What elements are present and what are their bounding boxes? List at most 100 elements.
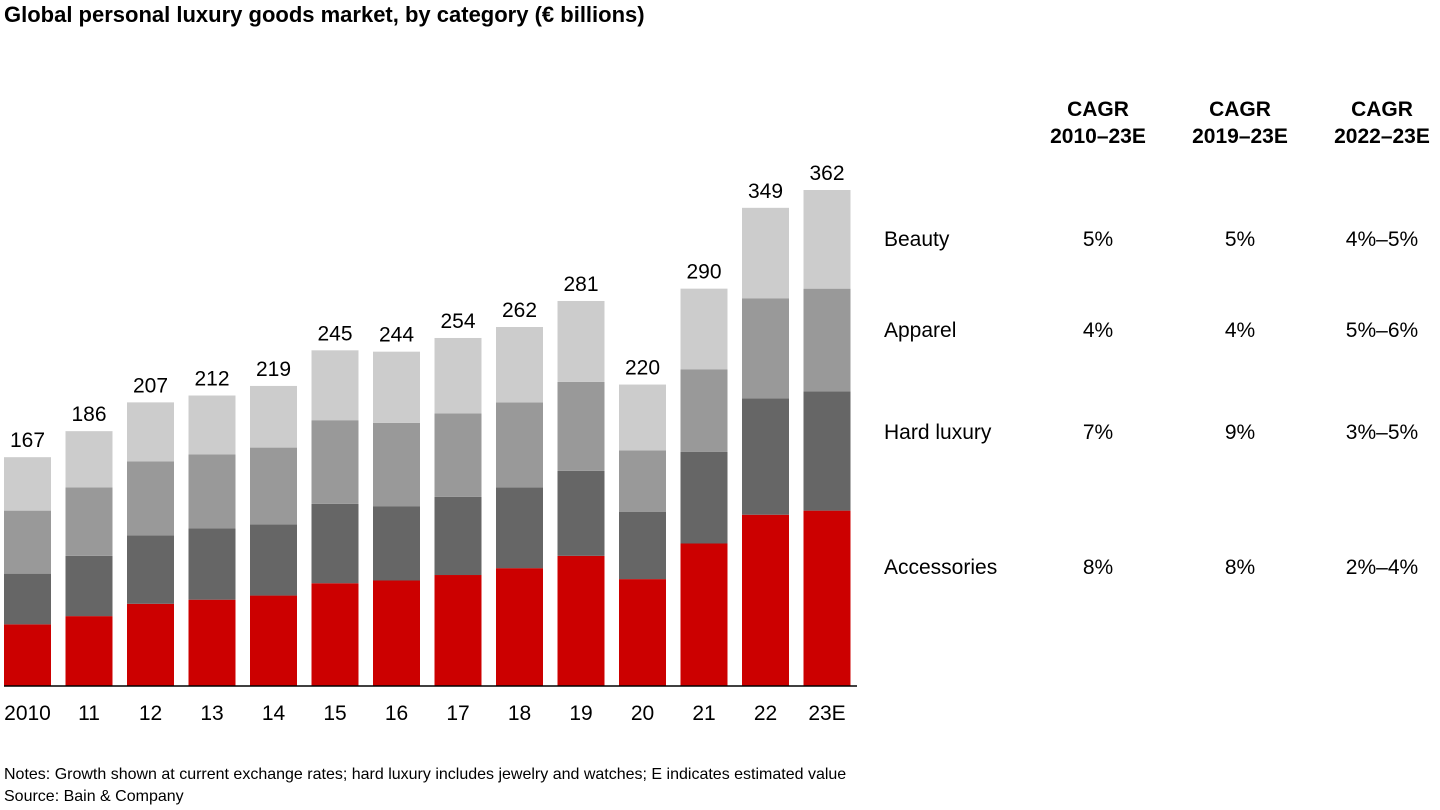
bar-total-label: 207 [133,374,168,397]
bar-segment-hard-luxury [4,573,51,625]
cagr-header-line2: 2010–23E [1050,125,1146,148]
bar-segment-hard-luxury [803,391,851,511]
bar-segment-apparel [496,402,543,488]
bar-segment-accessories [619,579,666,686]
bar-segment-apparel [311,420,359,504]
cagr-cell: 8% [1082,556,1114,579]
row-label-hard-luxury: Hard luxury [884,421,992,444]
bar-segment-hard-luxury [127,535,174,604]
bar-segment-apparel [557,381,605,471]
bar-segment-apparel [188,454,236,529]
bar-segment-hard-luxury [250,524,297,596]
bar-segment-accessories [434,575,482,686]
cagr-cell: 9% [1224,421,1256,444]
bar-segment-apparel [65,487,113,556]
bar-segment-accessories [742,514,789,686]
bar-segment-hard-luxury [373,506,420,581]
x-tick-label: 2010 [4,702,51,725]
bar-segment-apparel [434,413,482,497]
chart-title: Global personal luxury goods market, by … [4,2,645,27]
bar-segment-hard-luxury [680,451,728,544]
x-tick-label: 13 [200,702,223,725]
cagr-cell: 7% [1082,421,1114,444]
bar-segment-apparel [619,450,666,512]
cagr-header-2010-23e: CAGR 2010–23E [1028,96,1168,150]
cagr-header-line1: CAGR [1351,98,1413,121]
bar-segment-hard-luxury [188,528,236,600]
cagr-cell: 5% [1082,228,1114,251]
cagr-header-line2: 2019–23E [1192,125,1288,148]
bar-segment-accessories [373,580,420,686]
bar-segment-accessories [250,595,297,686]
cagr-header-line1: CAGR [1209,98,1271,121]
bar-segment-beauty [803,190,851,289]
x-tick-label: 21 [692,702,715,725]
bar-total-label: 244 [379,324,414,347]
bar-segment-beauty [680,288,728,370]
cagr-cell: 4% [1082,319,1114,342]
x-tick-label: 11 [78,702,100,725]
bar-segment-beauty [619,384,666,451]
bar-segment-beauty [127,402,174,462]
bar-segment-beauty [373,351,420,423]
cagr-cell: 4% [1224,319,1256,342]
bar-segment-beauty [742,207,789,299]
bar-segment-accessories [4,624,51,686]
bar-total-label: 349 [748,180,783,203]
bar-segment-apparel [250,447,297,525]
bar-segment-apparel [680,369,728,452]
bar-total-label: 212 [194,368,229,391]
cagr-cell: 3%–5% [1345,421,1419,444]
cagr-cell: 8% [1224,556,1256,579]
bars-group [4,190,851,686]
notes-line: Notes: Growth shown at current exchange … [4,766,847,783]
cagr-header-2019-23e: CAGR 2019–23E [1170,96,1310,150]
row-label-accessories: Accessories [884,556,998,579]
cagr-cell: 5% [1224,228,1256,251]
bar-segment-hard-luxury [496,487,543,569]
bar-total-label: 281 [563,273,598,296]
x-axis-labels: 2010 11 12 13 14 15 16 17 18 19 20 21 22 23E [4,702,846,725]
bar-total-label: 167 [10,429,45,452]
cagr-header-line2: 2022–23E [1334,125,1430,148]
bar-segment-accessories [803,510,851,686]
bar-segment-beauty [434,337,482,414]
cagr-cell: 2%–4% [1345,556,1419,579]
bar-segment-hard-luxury [619,511,666,580]
bar-segment-apparel [373,422,420,507]
cagr-cell: 4%–5% [1345,228,1419,251]
bar-segment-beauty [557,300,605,382]
bar-total-label: 362 [809,162,844,185]
bar-segment-accessories [496,568,543,686]
x-tick-label: 16 [385,702,408,725]
bar-segment-beauty [4,457,51,511]
bar-segment-hard-luxury [434,496,482,576]
cagr-cell: 5%–6% [1345,319,1419,342]
bar-segment-beauty [65,431,113,488]
bar-segment-hard-luxury [65,555,113,617]
bar-segment-accessories [680,543,728,686]
x-tick-label: 20 [631,702,654,725]
bar-total-label: 262 [502,299,537,322]
total-labels: 167 186 207 212 219 245 244 254 262 281 220 290 349 3… [10,162,845,452]
x-tick-label: 22 [754,702,777,725]
bar-segment-accessories [65,616,113,686]
x-tick-label: 12 [139,702,162,725]
bar-segment-accessories [311,583,359,686]
cagr-header-line1: CAGR [1067,98,1129,121]
bar-total-label: 245 [317,322,352,345]
bar-segment-accessories [188,599,236,686]
bar-segment-beauty [496,327,543,403]
footnotes: Notes: Growth shown at current exchange … [4,764,846,808]
row-label-apparel: Apparel [884,319,957,342]
bar-segment-beauty [250,385,297,448]
source-line: Source: Bain & Company [4,788,184,805]
bar-segment-apparel [803,288,851,392]
bar-segment-accessories [557,555,605,686]
x-tick-label: 15 [323,702,346,725]
x-tick-label: 14 [262,702,286,725]
bar-segment-beauty [188,395,236,455]
bar-total-label: 219 [256,358,291,381]
x-tick-label: 19 [569,702,592,725]
bar-total-label: 254 [440,310,475,333]
